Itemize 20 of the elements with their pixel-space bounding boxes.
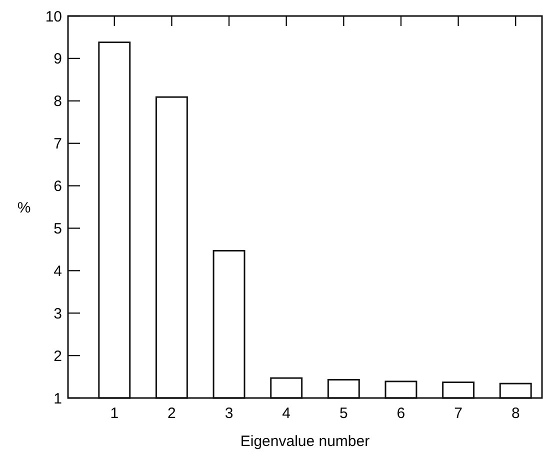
y-tick-label: 5 [54, 220, 62, 238]
y-tick-label: 10 [45, 8, 62, 26]
y-tick-label: 1 [54, 390, 62, 408]
y-tick-label: 7 [54, 136, 62, 153]
y-axis-title: % [17, 199, 31, 216]
x-tick-label: 3 [224, 405, 234, 422]
x-tick-label: 6 [396, 405, 406, 422]
y-tick-label: 8 [54, 93, 62, 110]
x-tick-label: 8 [511, 405, 520, 422]
x-axis-title: Eigenvalue number [240, 433, 370, 450]
x-tick-label: 1 [110, 405, 119, 422]
y-tick-label: 6 [54, 178, 62, 196]
y-tick-label: 2 [54, 348, 62, 365]
x-tick-label: 7 [454, 405, 462, 422]
x-tick-label: 2 [168, 405, 176, 422]
y-tick-label: 4 [54, 262, 62, 280]
x-tick-label: 4 [282, 405, 291, 422]
x-tick-label: 5 [339, 405, 348, 422]
y-tick-label: 9 [54, 50, 62, 68]
y-tick-label: 3 [54, 305, 62, 322]
